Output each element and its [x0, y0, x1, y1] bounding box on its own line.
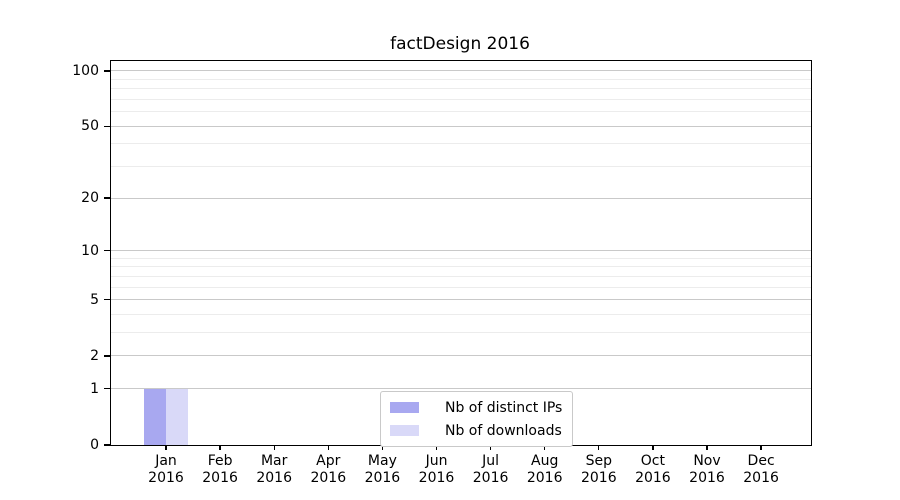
legend-swatch-distinct-ips	[390, 402, 419, 413]
gridline-major	[111, 355, 811, 357]
gridline-minor	[111, 266, 811, 268]
bar-downloads-jan	[166, 388, 188, 445]
x-tick	[489, 445, 492, 450]
x-tick	[760, 445, 762, 450]
gridline-major	[111, 388, 811, 390]
y-tick-label: 20	[81, 190, 99, 207]
gridline-major	[111, 125, 811, 127]
x-tick-label: Jan 2016	[148, 453, 184, 486]
x-tick-label: Sep 2016	[580, 453, 617, 486]
x-tick	[273, 445, 275, 450]
x-tick	[435, 445, 438, 450]
x-tick-label: Jul 2016	[472, 453, 509, 486]
x-tick	[598, 445, 600, 450]
y-tick-label: 50	[81, 118, 99, 135]
y-tick-label: 0	[90, 437, 99, 453]
x-tick-label: Nov 2016	[689, 453, 725, 486]
gridline-minor	[111, 166, 811, 168]
x-tick	[652, 445, 654, 450]
y-tick	[104, 125, 110, 127]
legend-label-downloads: Nb of downloads	[445, 422, 562, 439]
y-tick-label: 2	[90, 347, 99, 364]
gridline-minor	[111, 257, 811, 259]
x-tick-label: May 2016	[364, 453, 401, 486]
x-tick	[165, 445, 167, 450]
legend-item-downloads: Nb of downloads	[390, 421, 562, 440]
legend-label-distinct-ips: Nb of distinct IPs	[445, 399, 563, 416]
y-tick	[104, 444, 110, 446]
y-tick	[104, 249, 110, 252]
y-tick	[104, 388, 110, 390]
gridline-minor	[111, 275, 811, 277]
gridline-minor	[111, 286, 811, 288]
y-tick	[104, 70, 110, 72]
gridline-minor	[111, 88, 811, 90]
gridline-major	[111, 197, 811, 199]
x-tick-label: Mar 2016	[256, 453, 292, 486]
y-tick-label: 100	[72, 62, 99, 79]
gridline-major	[111, 250, 811, 252]
gridline-major	[111, 70, 811, 72]
gridline-minor	[111, 98, 811, 100]
gridline-minor	[111, 111, 811, 113]
gridline-minor	[111, 332, 811, 334]
y-tick-label: 10	[81, 242, 99, 259]
y-tick	[104, 299, 110, 301]
x-tick-label: Apr 2016	[310, 453, 347, 486]
gridline-minor	[111, 314, 811, 315]
x-tick	[706, 445, 708, 450]
y-tick-label: 1	[90, 380, 99, 397]
x-tick	[381, 445, 384, 450]
legend: Nb of distinct IPs Nb of downloads	[380, 391, 574, 447]
x-tick-label: Aug 2016	[526, 453, 563, 486]
gridline-minor	[111, 143, 811, 145]
x-tick-label: Dec 2016	[743, 453, 779, 486]
x-tick	[219, 445, 221, 450]
legend-item-distinct-ips: Nb of distinct IPs	[390, 398, 562, 417]
x-tick-label: Jun 2016	[418, 453, 455, 486]
x-tick-label: Feb 2016	[202, 453, 238, 486]
x-tick	[327, 445, 329, 450]
gridline-minor	[111, 78, 811, 80]
x-tick	[544, 445, 546, 450]
bar-distinct-ips-jan	[144, 388, 166, 445]
y-tick	[104, 197, 110, 199]
y-tick-label: 5	[90, 291, 99, 308]
gridline-major	[111, 299, 811, 301]
chart-title: factDesign 2016	[390, 34, 530, 54]
x-tick-label: Oct 2016	[635, 453, 671, 486]
y-tick	[104, 355, 110, 357]
plot-area: 0 1 2 5 10 20 50 100 Jan 2016 Feb 2016 Mar 2016 Apr…	[72, 60, 812, 486]
legend-swatch-downloads	[390, 425, 419, 436]
